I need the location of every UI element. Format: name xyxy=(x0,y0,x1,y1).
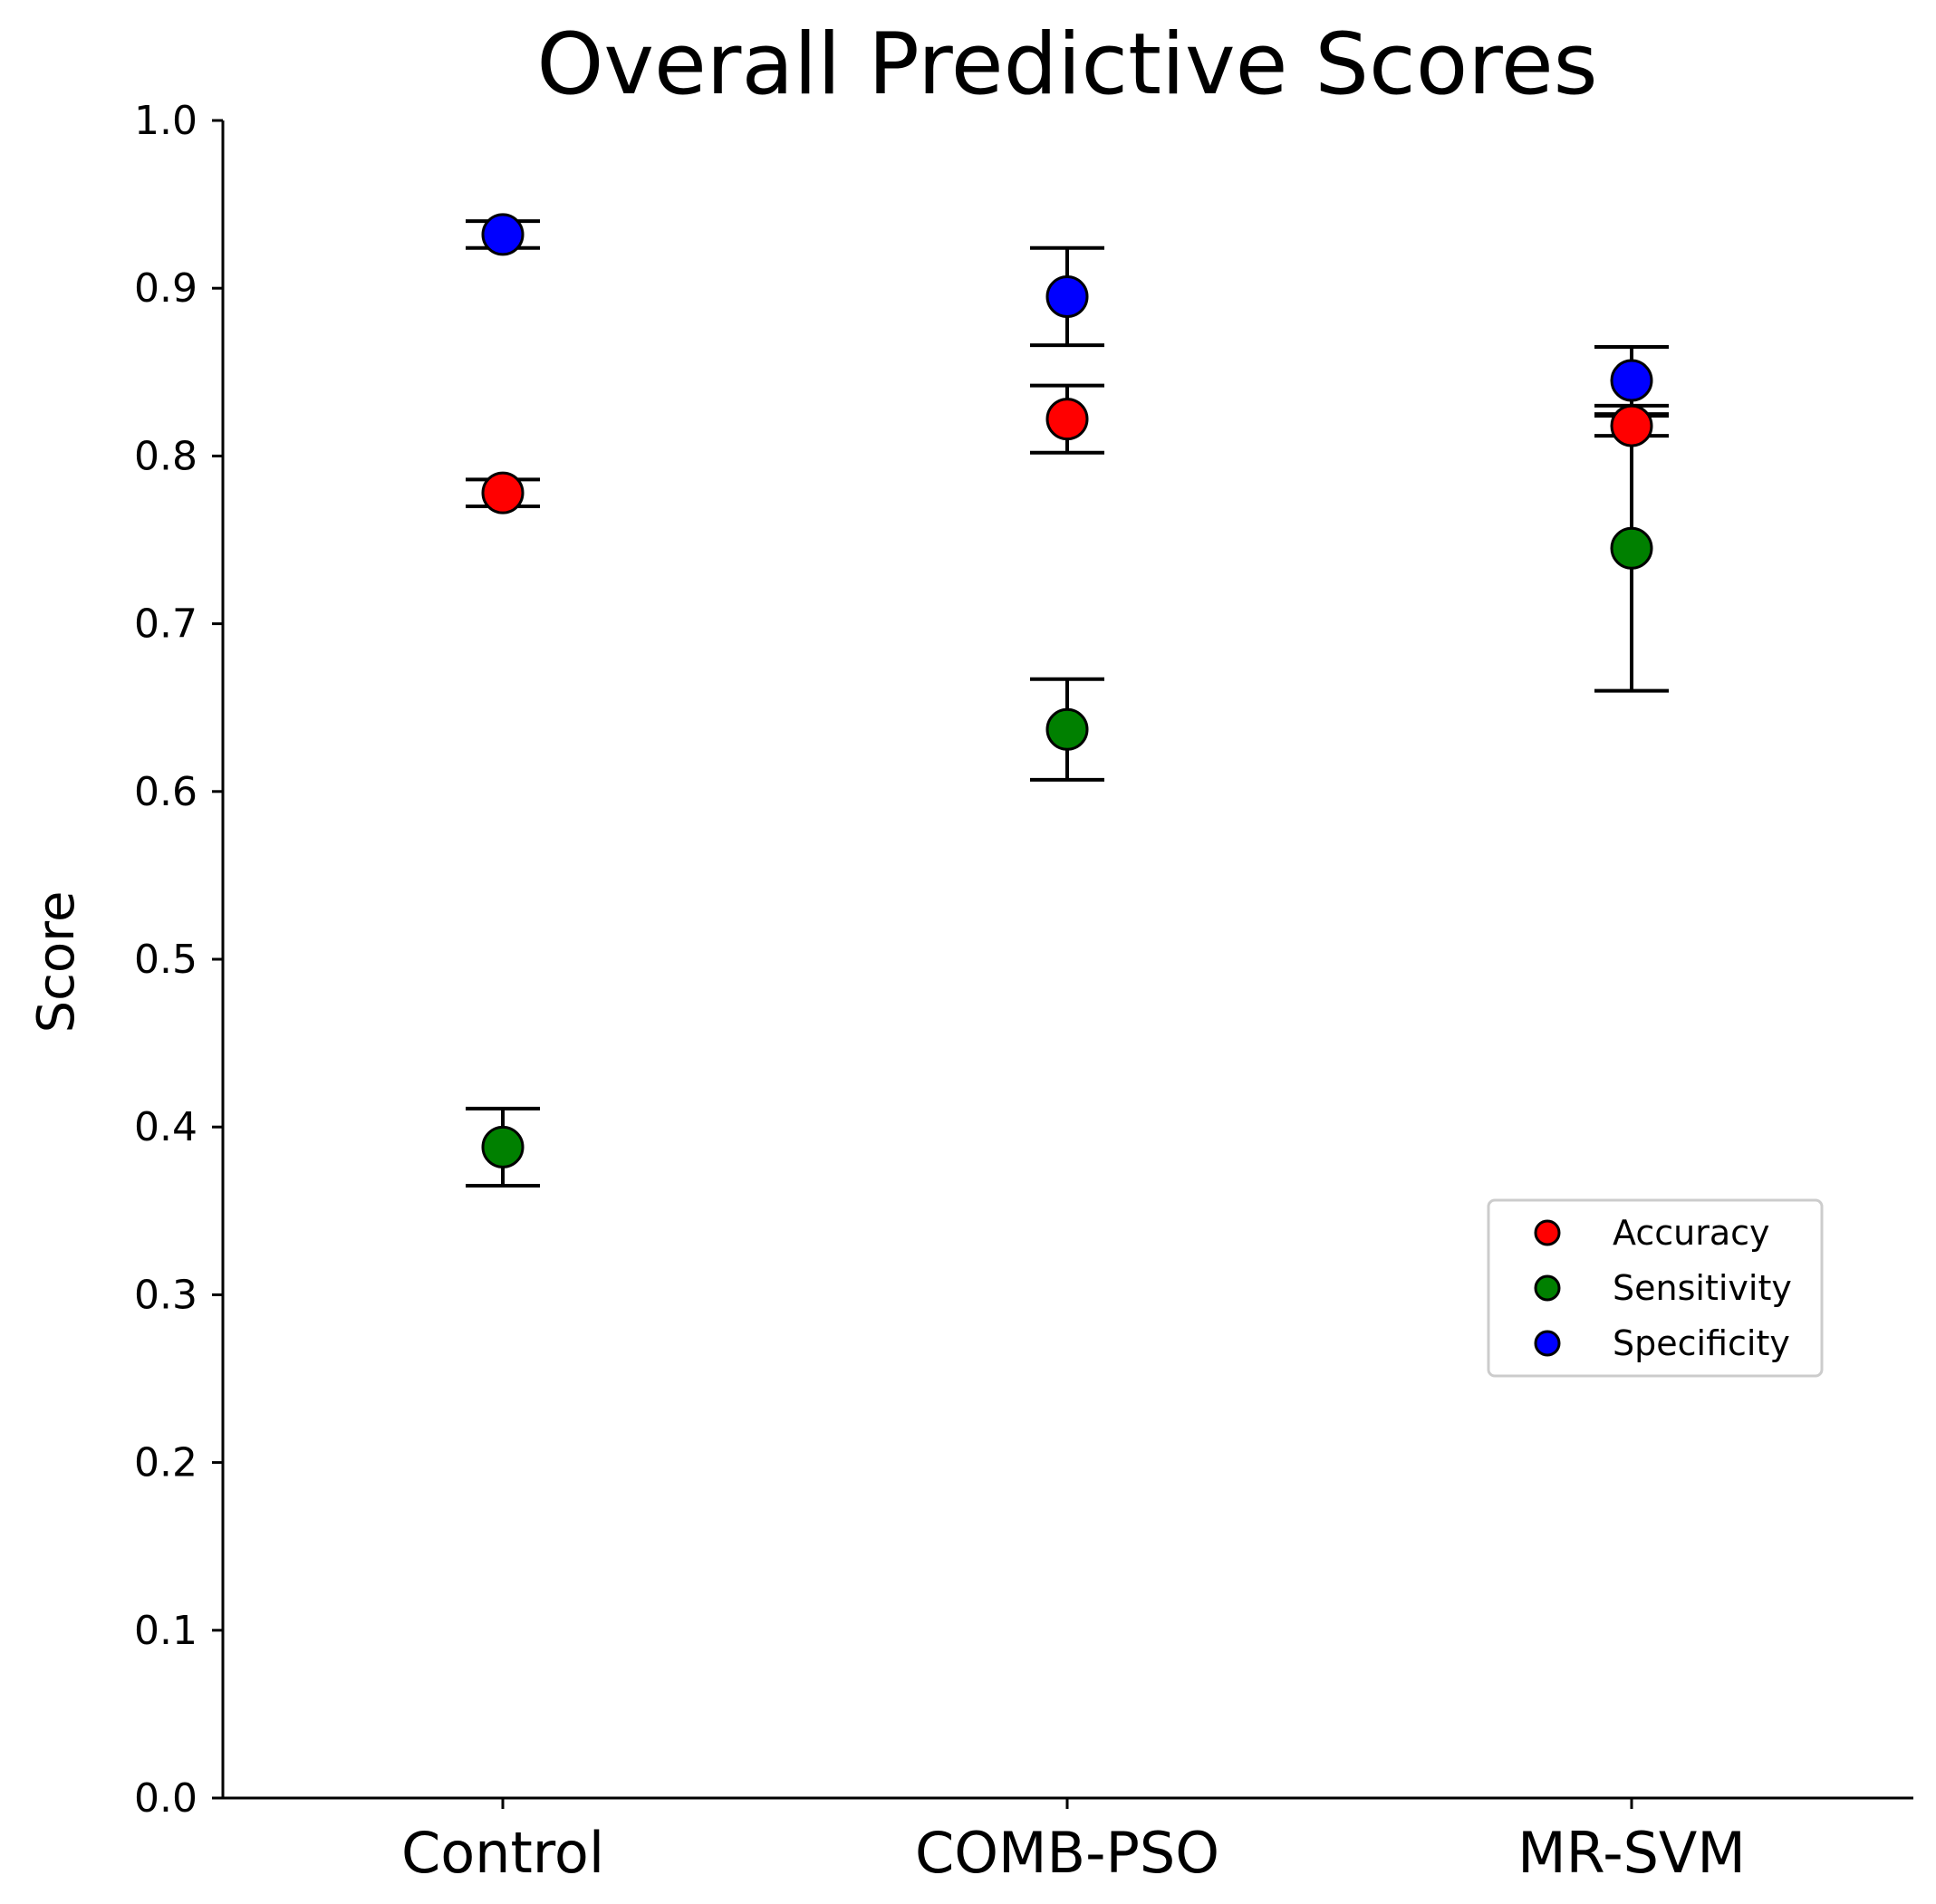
y-tick-label: 0.5 xyxy=(134,937,197,983)
data-point xyxy=(481,471,525,514)
data-point xyxy=(1610,526,1653,570)
y-tick-label: 1.0 xyxy=(134,98,197,144)
data-point xyxy=(481,213,525,256)
series-layer xyxy=(466,213,1669,1188)
y-tick-label: 0.1 xyxy=(134,1608,197,1654)
legend-marker-accuracy xyxy=(1534,1219,1561,1246)
data-point xyxy=(481,1125,525,1168)
series-sensitivity-points xyxy=(481,526,1653,1168)
y-tick-label: 0.9 xyxy=(134,265,197,312)
y-tick-label: 0.6 xyxy=(134,769,197,815)
y-axis-label: Score xyxy=(27,891,86,1034)
data-point xyxy=(1045,398,1089,441)
legend-label: Specificity xyxy=(1613,1323,1790,1363)
x-tick-label: Control xyxy=(401,1820,604,1886)
series-sensitivity xyxy=(466,403,1669,1188)
x-tick-label: COMB-PSO xyxy=(915,1820,1219,1886)
legend-marker-specificity xyxy=(1534,1330,1561,1357)
data-point xyxy=(1610,359,1653,402)
x-tick-label: MR-SVM xyxy=(1517,1820,1746,1886)
data-point xyxy=(1045,707,1089,751)
legend-box xyxy=(1487,1198,1824,1378)
y-tick-label: 0.3 xyxy=(134,1272,197,1318)
y-tick-label: 0.4 xyxy=(134,1104,197,1150)
y-tick-label: 0.7 xyxy=(134,601,197,648)
chart-title: Overall Predictive Scores xyxy=(536,15,1597,114)
y-tick-label: 0.8 xyxy=(134,433,197,479)
series-specificity-points xyxy=(481,213,1653,402)
series-accuracy-points xyxy=(481,398,1653,514)
legend-label: Accuracy xyxy=(1613,1213,1770,1253)
plot-area xyxy=(221,120,1913,1800)
y-tick-label: 0.0 xyxy=(134,1775,197,1822)
legend-marker-sensitivity xyxy=(1534,1274,1561,1302)
data-point xyxy=(1610,404,1653,447)
legend-label: Sensitivity xyxy=(1613,1268,1792,1308)
legend: Accuracy Sensitivity Specificity xyxy=(1487,1198,1824,1378)
y-tick-label: 0.2 xyxy=(134,1440,197,1486)
y-axis-ticks: 0.0 0.1 0.2 0.3 0.4 0.5 0.6 0.7 0.8 0.9 1.0 xyxy=(134,98,223,1822)
x-axis-ticks: Control COMB-PSO MR-SVM xyxy=(401,1798,1746,1886)
data-point xyxy=(1045,274,1089,318)
